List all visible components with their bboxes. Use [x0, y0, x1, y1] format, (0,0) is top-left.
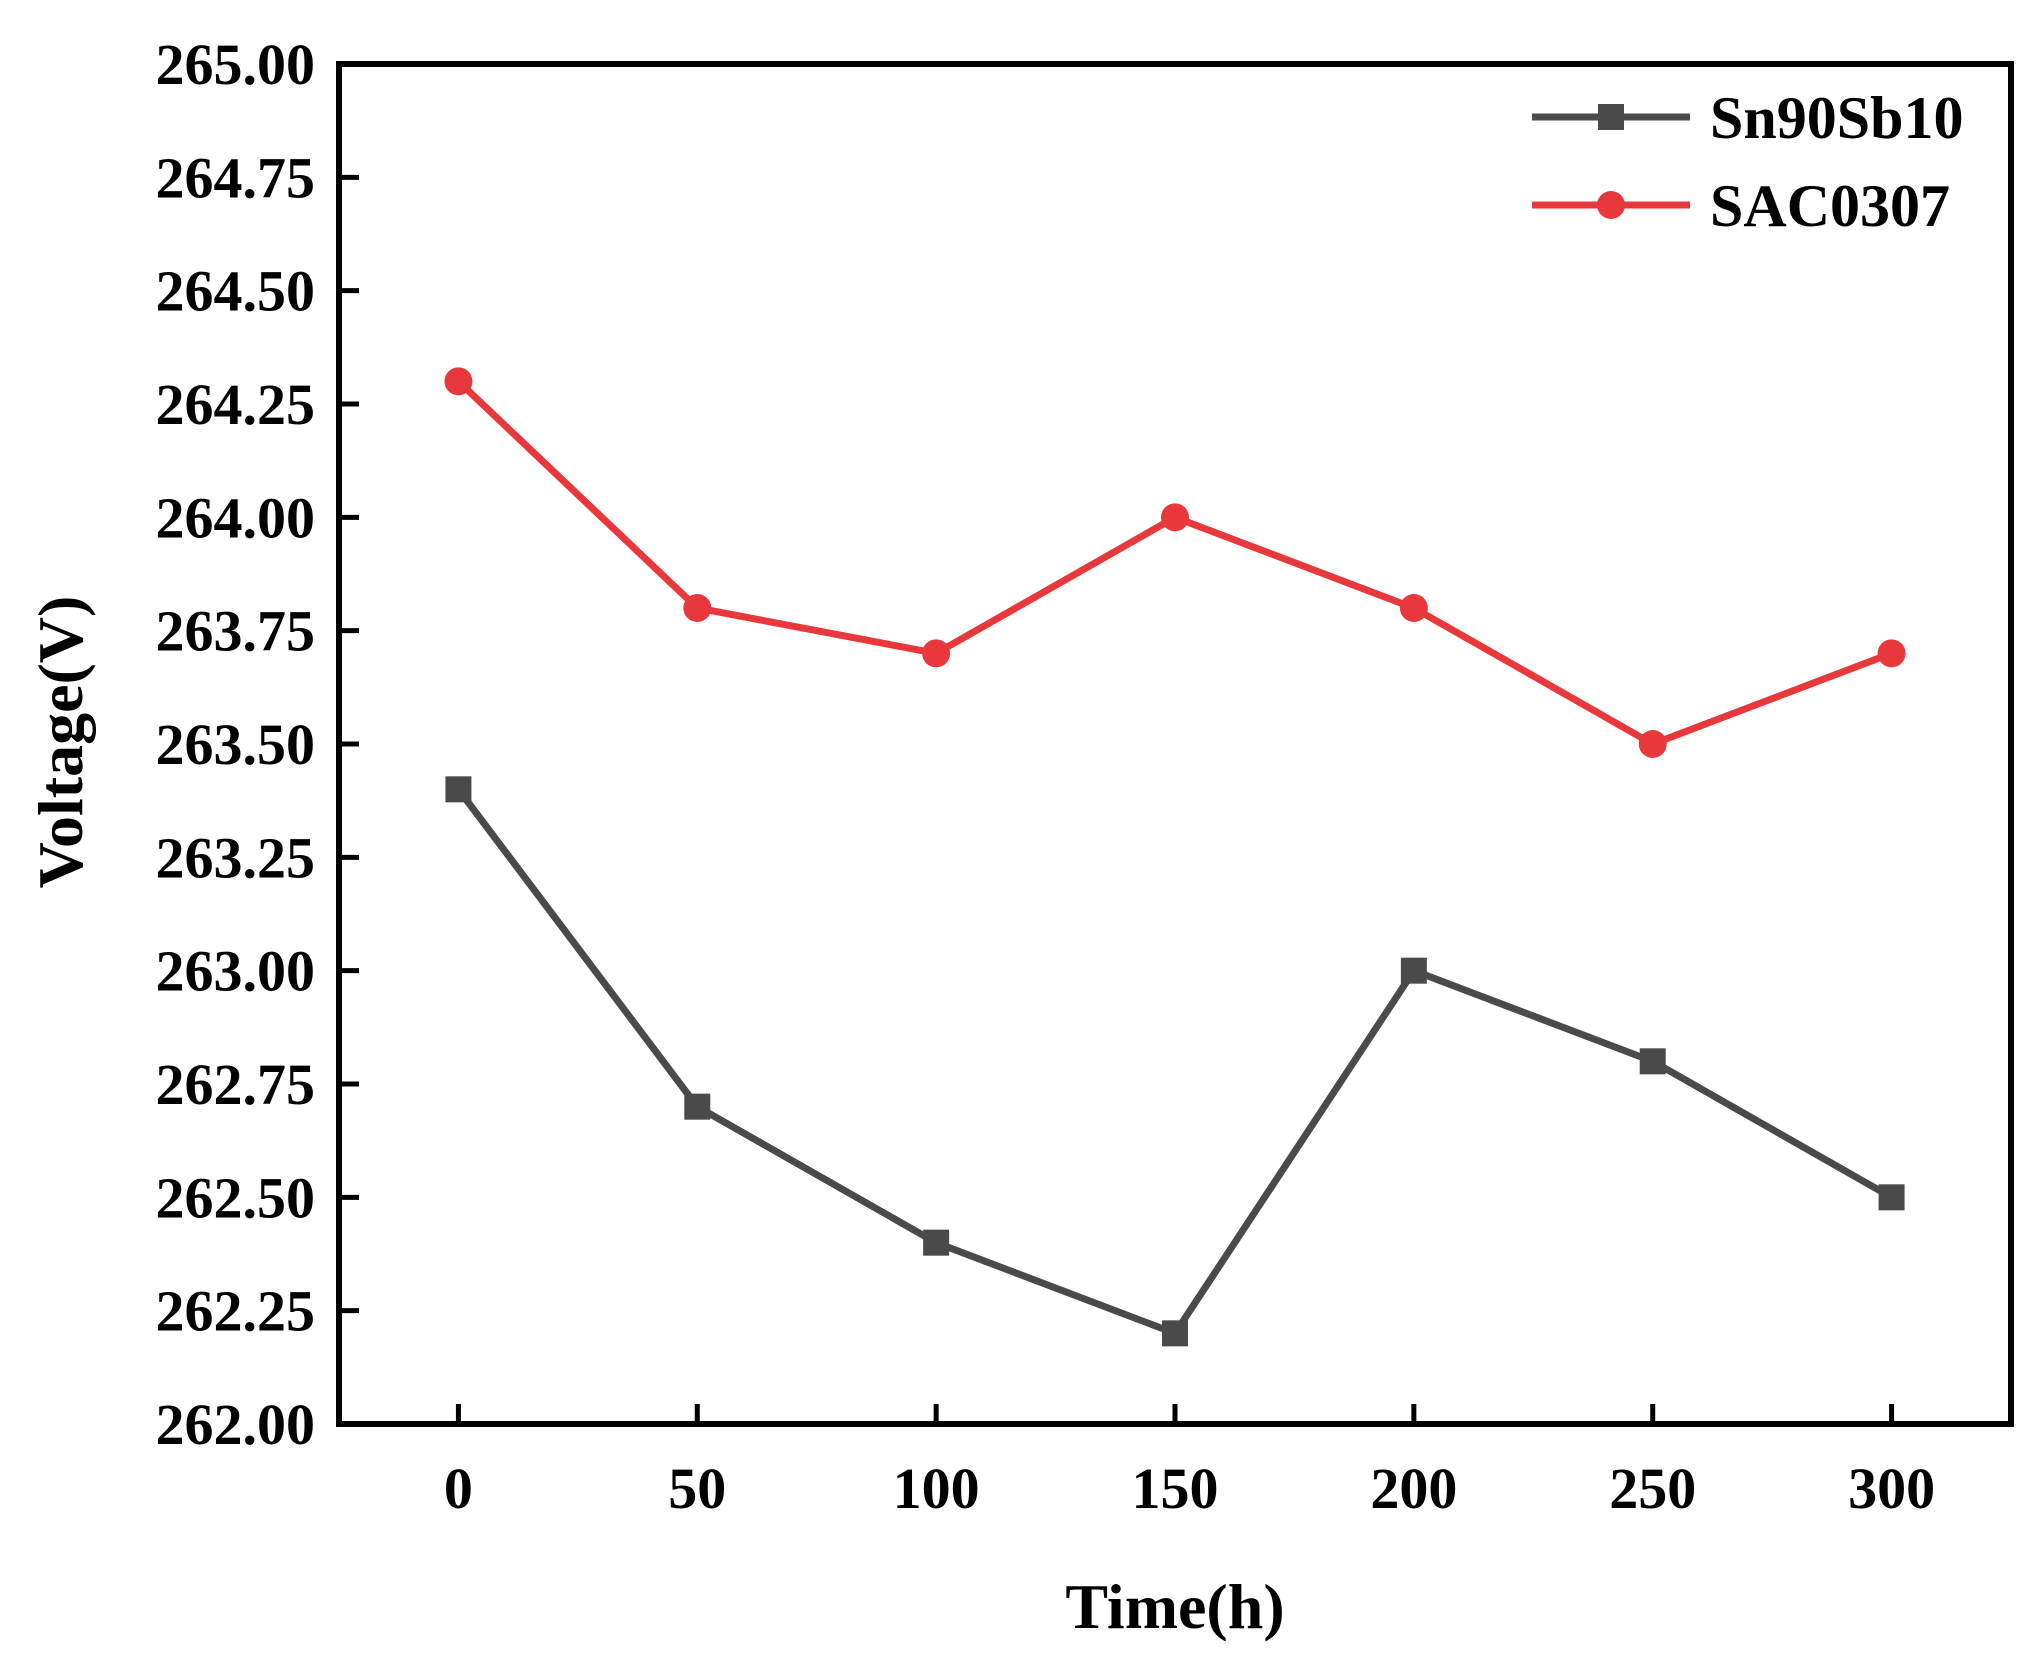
data-point-sac0307 — [1399, 594, 1428, 622]
data-point-sn90sb10 — [1878, 1184, 1905, 1211]
y-tick-label: 263.25 — [156, 825, 316, 890]
y-tick-label: 263.50 — [156, 712, 316, 777]
data-point-sac0307 — [444, 367, 473, 396]
x-tick-label: 150 — [1132, 1456, 1219, 1521]
series-layer — [444, 367, 1906, 1347]
series-line-sac0307 — [456, 378, 1893, 748]
data-point-sn90sb10 — [684, 1093, 711, 1120]
data-point-sn90sb10 — [923, 1229, 950, 1256]
legend: Sn90Sb10 SAC0307 — [1532, 85, 1963, 239]
series-line-sn90sb10 — [455, 787, 1894, 1338]
y-tick-label: 264.00 — [156, 485, 316, 550]
ticks-layer: 262.00 262.25 262.50 262.75 263.00 263.25 263.… — [156, 32, 1936, 1521]
data-point-sn90sb10 — [1162, 1320, 1188, 1347]
y-tick-label: 263.00 — [156, 939, 316, 1004]
x-tick-label: 300 — [1848, 1456, 1935, 1521]
data-point-sac0307 — [1638, 730, 1667, 758]
y-tick-label: 264.75 — [156, 145, 316, 210]
x-tick-label: 250 — [1609, 1456, 1696, 1521]
y-tick-label: 262.00 — [156, 1392, 316, 1457]
y-axis-title: Voltage(V) — [25, 596, 96, 889]
y-tick-label: 265.00 — [156, 32, 316, 97]
plot-frame — [336, 61, 2014, 1427]
y-tick-label: 263.75 — [156, 599, 316, 664]
data-point-sn90sb10 — [445, 776, 472, 803]
legend-label-sn90sb10: Sn90Sb10 — [1710, 85, 1963, 151]
x-tick-label: 200 — [1370, 1456, 1457, 1521]
y-tick-label: 264.25 — [156, 372, 316, 437]
x-tick-label: 50 — [668, 1456, 726, 1521]
x-tick-label: 0 — [444, 1456, 473, 1521]
y-tick-label: 262.50 — [156, 1165, 316, 1230]
legend-label-sac0307: SAC0307 — [1710, 173, 1950, 239]
data-point-sac0307 — [1161, 503, 1189, 532]
x-axis-title: Time(h) — [1065, 1571, 1284, 1642]
y-tick-label: 264.50 — [156, 259, 316, 324]
y-tick-label: 262.75 — [156, 1052, 316, 1117]
data-point-sac0307 — [1877, 639, 1906, 668]
legend-marker-sac0307 — [1597, 191, 1625, 219]
legend-marker-sn90sb10 — [1598, 104, 1624, 130]
data-point-sac0307 — [922, 639, 951, 668]
data-point-sn90sb10 — [1400, 957, 1427, 984]
data-point-sac0307 — [683, 594, 712, 622]
data-point-sn90sb10 — [1639, 1048, 1666, 1075]
x-tick-label: 100 — [893, 1456, 980, 1521]
y-tick-label: 262.25 — [156, 1279, 316, 1344]
